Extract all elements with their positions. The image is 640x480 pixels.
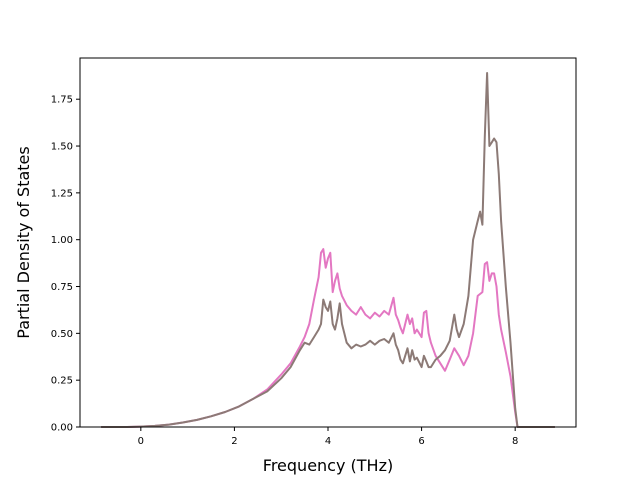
x-axis-label: Frequency (THz) <box>263 456 393 475</box>
plot-frame <box>79 57 577 428</box>
y-tick-label: 1.25 <box>51 188 73 199</box>
y-tick-label: 1.00 <box>51 235 73 246</box>
series-line-1 <box>101 248 555 428</box>
ticks-layer: 0 2 4 6 8 0.00 0.25 0.50 0.75 1.00 1.25 1.50 1.75 <box>51 95 519 447</box>
x-tick-label: 8 <box>512 436 518 447</box>
y-tick-label: 1.75 <box>51 95 73 106</box>
y-axis-label: Partial Density of States <box>14 146 33 338</box>
y-tick-label: 0.50 <box>51 329 73 340</box>
y-tick-label: 0.00 <box>51 423 73 434</box>
x-tick-label: 6 <box>418 436 424 447</box>
x-tick-label: 2 <box>231 436 237 447</box>
y-tick-label: 0.75 <box>51 282 73 293</box>
y-tick-label: 1.50 <box>51 142 73 153</box>
x-tick-label: 0 <box>138 436 144 447</box>
y-tick-label: 0.25 <box>51 376 73 387</box>
x-tick-label: 4 <box>325 436 331 447</box>
series-line-2 <box>101 72 555 428</box>
series-layer <box>101 72 555 428</box>
